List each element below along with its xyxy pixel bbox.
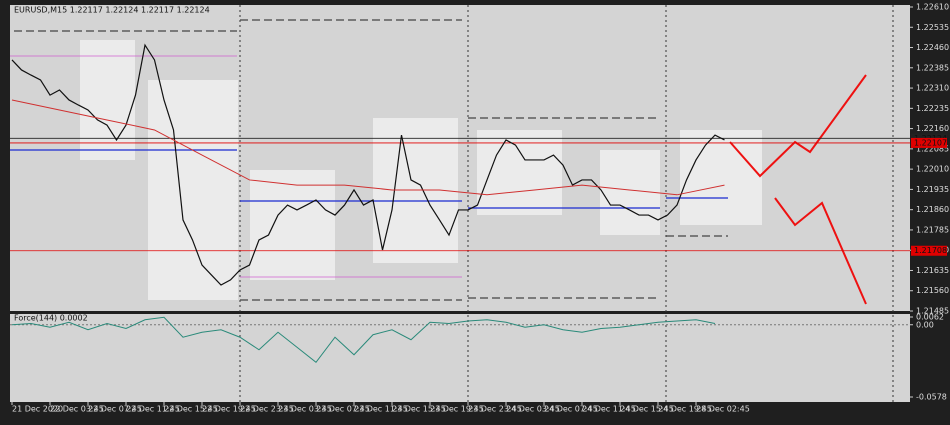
y-tick-label: 0.0062 — [916, 313, 944, 322]
y-tick-label: 1.22085 — [916, 144, 949, 153]
y-tick-label: 1.21485 — [916, 307, 949, 316]
y-tick-label: 0.00 — [916, 320, 934, 329]
zone-box — [148, 80, 238, 300]
zone-box — [80, 40, 135, 160]
zone-boxes — [80, 40, 762, 300]
x-tick-label: 24 Dec 03:45 — [506, 405, 560, 414]
y-tick-label: 1.22385 — [916, 63, 949, 72]
y-tick-label: 1.21860 — [916, 205, 949, 214]
x-tick-label: 21 Dec 2020 — [12, 405, 63, 414]
forecast-up — [729, 74, 867, 178]
zone-box — [477, 130, 562, 215]
day-separators — [239, 5, 894, 402]
x-tick-label: 23 Dec 03:45 — [278, 405, 332, 414]
y-tick-label: 1.21560 — [916, 286, 949, 295]
x-tick-label: 23 Dec 11:45 — [354, 405, 408, 414]
x-tick-label: 24 Dec 11:45 — [582, 405, 636, 414]
y-tick-label: 1.21785 — [916, 225, 949, 234]
x-tick-label: 23 Dec 07:45 — [316, 405, 370, 414]
y-tick-label: 1.22160 — [916, 124, 949, 133]
series-line — [11, 99, 725, 196]
y-tick-label: 1.22610 — [916, 3, 949, 12]
zone-box — [250, 170, 335, 280]
x-tick-label: 22 Dec 19:45 — [202, 405, 256, 414]
x-tick-label: 23 Dec 15:45 — [392, 405, 446, 414]
y-tick-label: 1.21935 — [916, 185, 949, 194]
x-tick-label: 24 Dec 07:45 — [544, 405, 598, 414]
price-label: 1.21708 — [914, 246, 947, 255]
forecast-down — [774, 197, 867, 305]
y-tick-label: 1.22235 — [916, 104, 949, 113]
x-tick-label: 23 Dec 19:45 — [430, 405, 484, 414]
x-tick-label: 22 Dec 07:45 — [88, 405, 142, 414]
x-tick-label: 23 Dec 23:45 — [468, 405, 522, 414]
series-line — [11, 316, 716, 363]
price-tag — [911, 137, 947, 148]
x-tick-label: 22 Dec 11:45 — [126, 405, 180, 414]
zone-box — [680, 130, 762, 225]
x-tick-label: 28 Dec 02:45 — [696, 405, 750, 414]
y-tick-label: -0.0578 — [916, 393, 947, 402]
x-tick-label: 24 Dec 15:45 — [620, 405, 674, 414]
indicator-title: Force(144) 0.0002 — [14, 314, 88, 323]
y-tick-label: 1.21635 — [916, 266, 949, 275]
y-tick-label: 1.22010 — [916, 165, 949, 174]
x-tick-label: 22 Dec 15:45 — [164, 405, 218, 414]
x-tick-label: 22 Dec 03:45 — [50, 405, 104, 414]
price-tag — [911, 245, 947, 256]
y-tick-label: 1.22535 — [916, 23, 949, 32]
y-tick-label: 1.22310 — [916, 84, 949, 93]
indicator-panel — [10, 314, 910, 402]
x-tick-label: 22 Dec 23:45 — [240, 405, 294, 414]
price-label: 1.22107 — [914, 138, 947, 147]
x-tick-label: 24 Dec 19:45 — [658, 405, 712, 414]
y-tick-label: 1.22460 — [916, 43, 949, 52]
series-line — [11, 43, 725, 286]
main-panel — [10, 5, 910, 311]
chart-title: EURUSD,M15 1.22117 1.22124 1.22117 1.221… — [14, 6, 210, 15]
levels — [10, 19, 728, 301]
forecast — [729, 74, 867, 305]
